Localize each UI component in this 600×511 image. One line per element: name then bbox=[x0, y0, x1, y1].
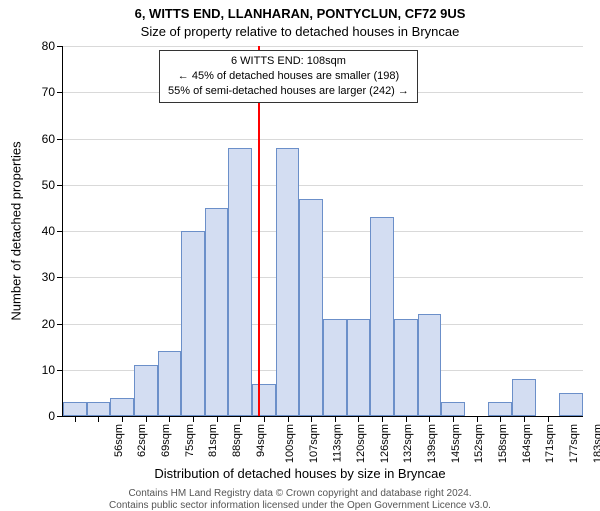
x-tick-label: 107sqm bbox=[308, 424, 320, 463]
y-tick-label: 20 bbox=[42, 317, 55, 331]
x-tick-label: 152sqm bbox=[474, 424, 486, 463]
histogram-bar bbox=[488, 402, 512, 416]
x-tick bbox=[264, 416, 265, 422]
x-tick bbox=[429, 416, 430, 422]
y-tick bbox=[57, 416, 63, 417]
y-axis-title: Number of detached properties bbox=[9, 141, 24, 320]
histogram-bar bbox=[134, 365, 158, 416]
x-tick-label: 94sqm bbox=[255, 424, 267, 457]
x-tick-label: 56sqm bbox=[113, 424, 125, 457]
histogram-bar bbox=[418, 314, 442, 416]
x-tick-label: 113sqm bbox=[331, 424, 343, 462]
x-tick-label: 81sqm bbox=[207, 424, 219, 457]
x-tick bbox=[358, 416, 359, 422]
gridline bbox=[63, 185, 583, 186]
histogram-bar bbox=[110, 398, 134, 417]
histogram-bar bbox=[347, 319, 371, 416]
y-tick-label: 40 bbox=[42, 224, 55, 238]
y-tick bbox=[57, 92, 63, 93]
x-tick bbox=[548, 416, 549, 422]
x-tick bbox=[406, 416, 407, 422]
x-tick bbox=[311, 416, 312, 422]
y-tick-label: 60 bbox=[42, 132, 55, 146]
x-tick-label: 126sqm bbox=[379, 424, 391, 463]
x-tick bbox=[98, 416, 99, 422]
y-tick-label: 70 bbox=[42, 85, 55, 99]
gridline bbox=[63, 277, 583, 278]
y-tick bbox=[57, 370, 63, 371]
gridline bbox=[63, 139, 583, 140]
y-tick bbox=[57, 277, 63, 278]
x-tick bbox=[75, 416, 76, 422]
x-tick bbox=[240, 416, 241, 422]
histogram-bar bbox=[394, 319, 418, 416]
x-tick-label: 139sqm bbox=[426, 424, 438, 463]
x-tick-label: 88sqm bbox=[231, 424, 243, 457]
gridline bbox=[63, 46, 583, 47]
x-tick-label: 62sqm bbox=[136, 424, 148, 457]
annotation-line: ← 45% of detached houses are smaller (19… bbox=[168, 69, 409, 84]
x-tick-label: 183sqm bbox=[592, 424, 600, 463]
histogram-bar bbox=[87, 402, 111, 416]
x-tick-label: 100sqm bbox=[284, 424, 296, 463]
x-tick bbox=[500, 416, 501, 422]
histogram-bar bbox=[228, 148, 252, 416]
x-tick-label: 158sqm bbox=[497, 424, 509, 463]
histogram-bar bbox=[205, 208, 229, 416]
x-tick bbox=[146, 416, 147, 422]
x-tick-label: 69sqm bbox=[160, 424, 172, 457]
x-tick bbox=[169, 416, 170, 422]
x-tick bbox=[122, 416, 123, 422]
x-axis-title: Distribution of detached houses by size … bbox=[0, 466, 600, 481]
histogram-bar bbox=[559, 393, 583, 416]
annotation-line: 6 WITTS END: 108sqm bbox=[168, 54, 409, 69]
x-tick bbox=[217, 416, 218, 422]
x-tick-label: 120sqm bbox=[355, 424, 367, 463]
histogram-bar bbox=[323, 319, 347, 416]
footer-line-1: Contains HM Land Registry data © Crown c… bbox=[0, 488, 600, 499]
histogram-bar bbox=[158, 351, 182, 416]
x-tick bbox=[335, 416, 336, 422]
histogram-bar bbox=[370, 217, 394, 416]
y-tick bbox=[57, 324, 63, 325]
y-tick-label: 30 bbox=[42, 270, 55, 284]
histogram-bar bbox=[441, 402, 465, 416]
x-tick-label: 145sqm bbox=[450, 424, 462, 463]
y-tick-label: 80 bbox=[42, 39, 55, 53]
chart-container: 6, WITTS END, LLANHARAN, PONTYCLUN, CF72… bbox=[0, 0, 600, 500]
y-tick bbox=[57, 185, 63, 186]
y-tick bbox=[57, 139, 63, 140]
x-tick bbox=[382, 416, 383, 422]
x-tick-label: 164sqm bbox=[521, 424, 533, 463]
footer-line-2: Contains public sector information licen… bbox=[0, 500, 600, 511]
histogram-bar bbox=[299, 199, 323, 416]
y-tick bbox=[57, 231, 63, 232]
x-tick bbox=[193, 416, 194, 422]
x-tick bbox=[477, 416, 478, 422]
plot-area: 0102030405060708056sqm62sqm69sqm75sqm81s… bbox=[62, 46, 583, 417]
annotation-line: 55% of semi-detached houses are larger (… bbox=[168, 84, 409, 99]
histogram-bar bbox=[63, 402, 87, 416]
histogram-bar bbox=[181, 231, 205, 416]
histogram-bar bbox=[276, 148, 300, 416]
annotation-box: 6 WITTS END: 108sqm← 45% of detached hou… bbox=[159, 50, 418, 103]
y-tick-label: 50 bbox=[42, 178, 55, 192]
y-tick bbox=[57, 46, 63, 47]
histogram-bar bbox=[252, 384, 276, 416]
y-tick-label: 0 bbox=[48, 409, 55, 423]
x-tick bbox=[288, 416, 289, 422]
x-tick-label: 132sqm bbox=[403, 424, 415, 463]
gridline bbox=[63, 231, 583, 232]
x-tick-label: 171sqm bbox=[544, 424, 556, 463]
x-tick-label: 75sqm bbox=[184, 424, 196, 457]
histogram-bar bbox=[512, 379, 536, 416]
x-tick-label: 177sqm bbox=[568, 424, 580, 463]
x-tick bbox=[524, 416, 525, 422]
x-tick bbox=[453, 416, 454, 422]
y-tick-label: 10 bbox=[42, 363, 55, 377]
chart-title-sub: Size of property relative to detached ho… bbox=[0, 24, 600, 39]
chart-title-main: 6, WITTS END, LLANHARAN, PONTYCLUN, CF72… bbox=[0, 6, 600, 21]
